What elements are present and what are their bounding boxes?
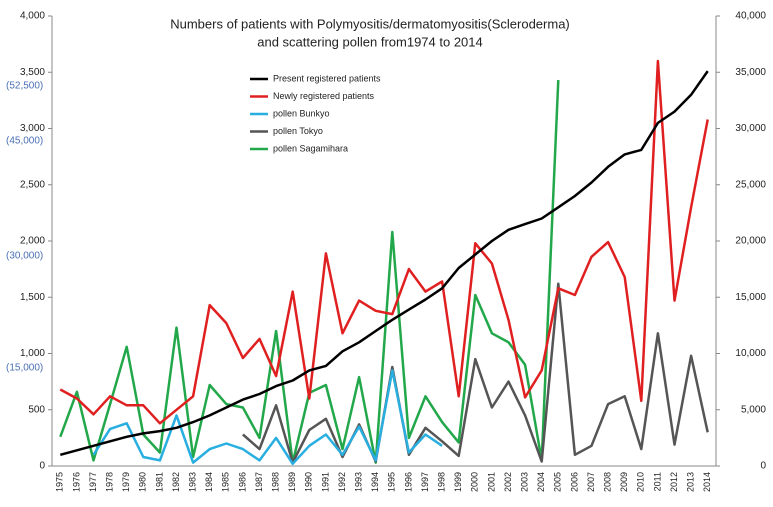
x-tick-label: 1993 bbox=[353, 472, 363, 492]
y2-tick-label: 30,000 bbox=[735, 123, 766, 134]
y2-tick-label: 20,000 bbox=[735, 236, 766, 247]
annotation: (30,000) bbox=[6, 251, 43, 262]
x-tick-label: 2002 bbox=[503, 472, 513, 492]
series-line bbox=[59, 70, 709, 457]
chart-title: and scattering pollen from1974 to 2014 bbox=[257, 34, 483, 49]
legend-label: pollen Bunkyo bbox=[273, 108, 330, 118]
y-tick-label: 2,500 bbox=[20, 179, 45, 190]
x-tick-label: 1979 bbox=[121, 472, 131, 492]
annotation: (45,000) bbox=[6, 136, 43, 147]
y2-tick-label: 40,000 bbox=[735, 11, 766, 22]
x-tick-label: 1984 bbox=[204, 472, 214, 492]
y-tick-label: 1,500 bbox=[20, 292, 45, 303]
y-tick-label: 0 bbox=[39, 461, 45, 472]
chart-title: Numbers of patients with Polymyositis/de… bbox=[170, 16, 570, 31]
legend-label: pollen Sagamihara bbox=[273, 143, 348, 153]
y2-tick-label: 5,000 bbox=[741, 404, 766, 415]
x-tick-label: 1994 bbox=[370, 472, 380, 492]
x-tick-label: 2009 bbox=[619, 472, 629, 492]
y2-tick-label: 35,000 bbox=[735, 67, 766, 78]
x-tick-label: 2001 bbox=[486, 472, 496, 492]
annotation: (52,500) bbox=[6, 81, 43, 92]
x-tick-label: 1998 bbox=[436, 472, 446, 492]
x-tick-label: 1992 bbox=[337, 472, 347, 492]
x-tick-label: 1997 bbox=[420, 472, 430, 492]
series-line bbox=[242, 282, 709, 464]
y-tick-label: 4,000 bbox=[20, 11, 45, 22]
y2-tick-label: 0 bbox=[760, 461, 766, 472]
x-tick-label: 1981 bbox=[154, 472, 164, 492]
legend-label: Newly registered patients bbox=[273, 91, 375, 101]
x-tick-label: 2008 bbox=[602, 472, 612, 492]
x-tick-label: 2014 bbox=[702, 472, 712, 492]
x-tick-label: 2005 bbox=[553, 472, 563, 492]
x-tick-label: 1983 bbox=[187, 472, 197, 492]
x-tick-label: 2003 bbox=[519, 472, 529, 492]
y-tick-label: 500 bbox=[28, 404, 45, 415]
y2-tick-label: 25,000 bbox=[735, 179, 766, 190]
legend-label: Present registered patients bbox=[273, 73, 381, 83]
x-tick-label: 1990 bbox=[304, 472, 314, 492]
x-tick-label: 1976 bbox=[71, 472, 81, 492]
x-tick-label: 2000 bbox=[470, 472, 480, 492]
x-tick-label: 1975 bbox=[55, 472, 65, 492]
legend-label: pollen Tokyo bbox=[273, 126, 323, 136]
x-tick-label: 1987 bbox=[254, 472, 264, 492]
x-tick-label: 1999 bbox=[453, 472, 463, 492]
x-tick-label: 2013 bbox=[685, 472, 695, 492]
x-tick-label: 1995 bbox=[387, 472, 397, 492]
y-tick-label: 3,000 bbox=[20, 123, 45, 134]
x-tick-label: 2012 bbox=[669, 472, 679, 492]
x-tick-label: 2006 bbox=[569, 472, 579, 492]
x-tick-label: 1977 bbox=[88, 472, 98, 492]
series-line bbox=[92, 369, 443, 466]
series-line bbox=[59, 59, 709, 425]
x-tick-label: 2004 bbox=[536, 472, 546, 492]
x-tick-label: 1988 bbox=[270, 472, 280, 492]
x-tick-label: 1986 bbox=[237, 472, 247, 492]
x-tick-label: 1991 bbox=[320, 472, 330, 492]
y-tick-label: 2,000 bbox=[20, 236, 45, 247]
x-tick-label: 1982 bbox=[171, 472, 181, 492]
y2-tick-label: 10,000 bbox=[735, 348, 766, 359]
x-tick-label: 1996 bbox=[403, 472, 413, 492]
annotation: (15,000) bbox=[6, 363, 43, 374]
x-tick-label: 2011 bbox=[652, 472, 662, 491]
x-tick-label: 2010 bbox=[636, 472, 646, 492]
x-tick-label: 2007 bbox=[586, 472, 596, 492]
y2-tick-label: 15,000 bbox=[735, 292, 766, 303]
y-tick-label: 1,000 bbox=[20, 348, 45, 359]
x-tick-label: 1985 bbox=[221, 472, 231, 492]
x-tick-label: 1980 bbox=[138, 472, 148, 492]
x-tick-label: 1978 bbox=[104, 472, 114, 492]
y-tick-label: 3,500 bbox=[20, 67, 45, 78]
x-tick-label: 1989 bbox=[287, 472, 297, 492]
